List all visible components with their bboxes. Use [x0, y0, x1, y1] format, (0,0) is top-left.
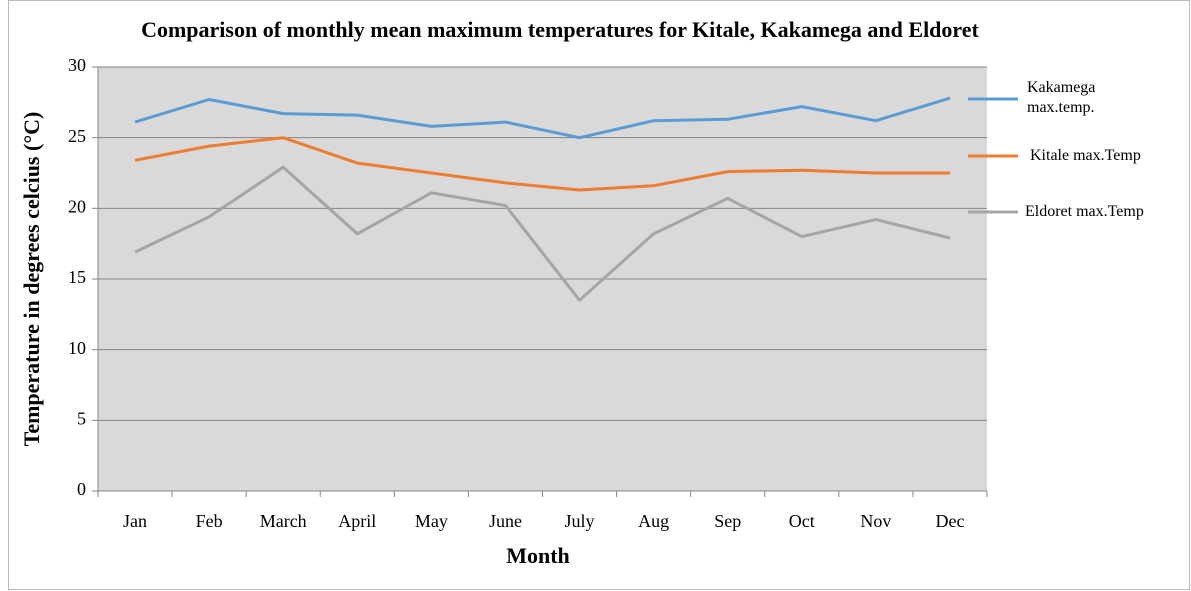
series-line [134, 165, 951, 302]
y-tick-label: 10 [68, 338, 86, 358]
x-tick-label: Jan [123, 511, 147, 531]
series-line [134, 136, 950, 192]
y-tick-label: 0 [77, 479, 86, 499]
x-axis-title: Month [506, 543, 570, 568]
legend-label: Eldoret max.Temp [1025, 203, 1144, 220]
y-tick-label: 25 [68, 126, 86, 146]
legend-label: Kakamega max.temp. [1027, 79, 1096, 116]
legend-label: Kitale max.Temp [1030, 147, 1141, 164]
x-tick-label: April [338, 511, 376, 531]
y-tick-label: 20 [68, 196, 86, 216]
series-line [134, 96, 951, 140]
y-axis-title: Temperature in degrees celcius (°C) [19, 112, 44, 447]
chart-title: Comparison of monthly mean maximum tempe… [141, 17, 979, 42]
y-tick-label: 30 [68, 55, 86, 75]
x-tick-label: July [565, 511, 595, 531]
x-tick-label: June [489, 511, 522, 531]
x-tick-label: Sep [714, 511, 741, 531]
x-tick-label: Oct [789, 511, 815, 531]
y-tick-label: 5 [77, 408, 86, 428]
x-tick-label: May [415, 511, 448, 531]
chart-border [8, 0, 1190, 590]
x-tick-label: Feb [196, 511, 223, 531]
x-tick-label: Aug [638, 511, 669, 531]
x-tick-label: Dec [935, 511, 964, 531]
x-tick-label: March [260, 511, 307, 531]
y-tick-label: 15 [68, 267, 86, 287]
x-tick-label: Nov [860, 511, 891, 531]
